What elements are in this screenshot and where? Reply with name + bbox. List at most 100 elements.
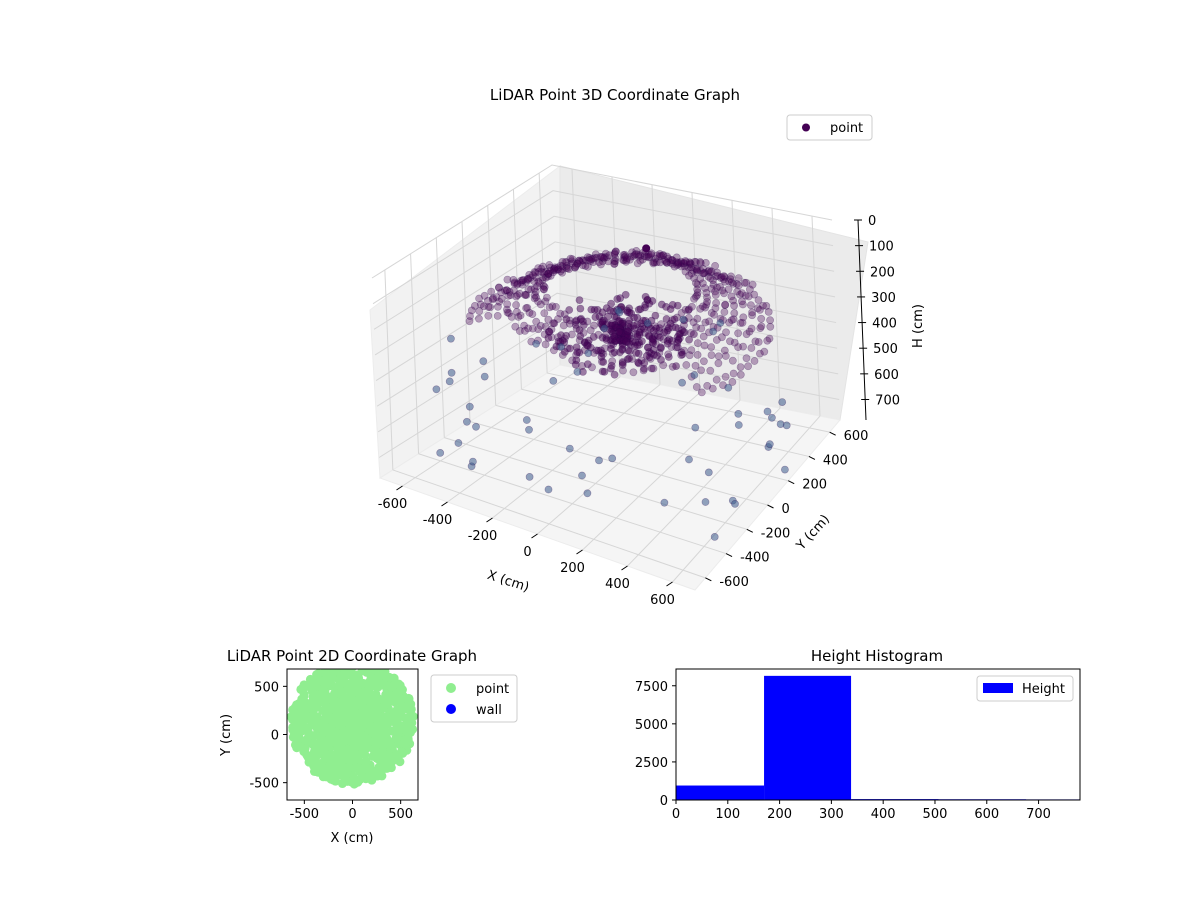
data-point: [472, 422, 480, 431]
data-point: [294, 711, 304, 721]
data-point: [668, 260, 677, 268]
data-point: [556, 261, 565, 270]
data-point: [623, 254, 631, 262]
data-point: [549, 376, 558, 385]
data-point: [489, 294, 497, 303]
chart2d-ylabel: Y (cm): [219, 714, 234, 757]
data-point: [381, 699, 391, 709]
data-point: [483, 296, 492, 305]
data-point: [620, 250, 629, 259]
data-point: [693, 288, 702, 297]
data-point: [728, 378, 737, 386]
data-point: [525, 308, 534, 317]
data-point: [521, 291, 529, 299]
data-point: [747, 324, 756, 333]
data-point: [697, 324, 706, 333]
data-point: [338, 763, 348, 773]
data-point: [540, 268, 548, 277]
grid-line-z: [371, 164, 833, 279]
data-point: [604, 257, 613, 266]
data-point: [744, 362, 752, 371]
data-point: [340, 669, 350, 673]
data-point: [648, 334, 657, 343]
data-point: [523, 275, 532, 283]
tick-label-x: 0: [523, 545, 531, 560]
data-point: [760, 347, 769, 356]
data-point: [320, 669, 330, 675]
data-point: [690, 294, 698, 303]
tick-label-y: 7500: [635, 680, 668, 695]
data-point: [692, 279, 700, 287]
data-point: [697, 366, 705, 375]
data-point: [343, 699, 353, 709]
data-point: [493, 302, 502, 311]
data-point: [600, 253, 609, 261]
data-point: [579, 256, 588, 265]
data-point: [524, 274, 533, 283]
data-point: [742, 278, 751, 287]
data-point: [597, 260, 605, 269]
data-point: [720, 272, 728, 280]
data-point: [716, 319, 725, 327]
data-point: [512, 292, 521, 301]
data-point: [739, 342, 747, 351]
data-point: [503, 300, 512, 309]
data-point: [703, 293, 711, 302]
chart3d-ylabel: Y (cm): [793, 512, 833, 554]
tick-label-x: -600: [378, 497, 408, 512]
data-point: [544, 269, 553, 278]
data-point: [339, 713, 349, 723]
data-point: [699, 264, 707, 273]
data-point: [313, 767, 323, 777]
data-point: [540, 285, 548, 294]
data-point: [529, 271, 537, 279]
data-point: [476, 300, 485, 309]
grid-line-y-left: [384, 269, 394, 470]
pane-floor: [378, 364, 841, 591]
tick-label-x: 600: [650, 593, 675, 608]
data-point: [685, 271, 693, 280]
data-point: [601, 249, 610, 258]
data-point: [589, 258, 598, 266]
data-point: [445, 377, 454, 386]
data-point: [518, 280, 527, 289]
grid-line-x-back: [811, 216, 821, 417]
data-point: [387, 682, 397, 692]
chart2d-points: [287, 669, 418, 789]
data-point: [576, 257, 584, 266]
data-point: [325, 703, 335, 713]
data-point: [515, 289, 524, 298]
data-point: [709, 327, 718, 336]
data-point: [606, 306, 614, 315]
data-point: [575, 326, 584, 335]
data-point: [750, 357, 759, 365]
data-point: [648, 297, 657, 305]
data-point: [513, 307, 521, 316]
data-point: [318, 706, 328, 716]
data-point: [447, 368, 456, 377]
data-point: [621, 252, 630, 261]
data-point: [754, 338, 763, 346]
data-point: [663, 258, 672, 267]
data-point: [511, 322, 520, 331]
data-point: [759, 301, 767, 310]
data-point: [724, 285, 733, 294]
data-point: [716, 274, 725, 282]
tick-label-z: 500: [873, 342, 898, 357]
data-point: [578, 256, 587, 264]
data-point: [751, 337, 760, 346]
data-point: [649, 259, 658, 268]
data-point: [728, 356, 737, 365]
data-point: [503, 308, 512, 317]
data-point: [516, 311, 525, 320]
tick-label-y: -500: [249, 777, 279, 792]
tick-label-y: -600: [719, 575, 749, 590]
data-point: [664, 254, 673, 263]
data-point: [557, 342, 565, 351]
data-point: [534, 297, 542, 306]
data-point: [545, 261, 554, 269]
data-point: [607, 344, 615, 353]
data-point: [655, 252, 664, 261]
data-point: [565, 444, 574, 453]
data-point: [660, 255, 669, 264]
